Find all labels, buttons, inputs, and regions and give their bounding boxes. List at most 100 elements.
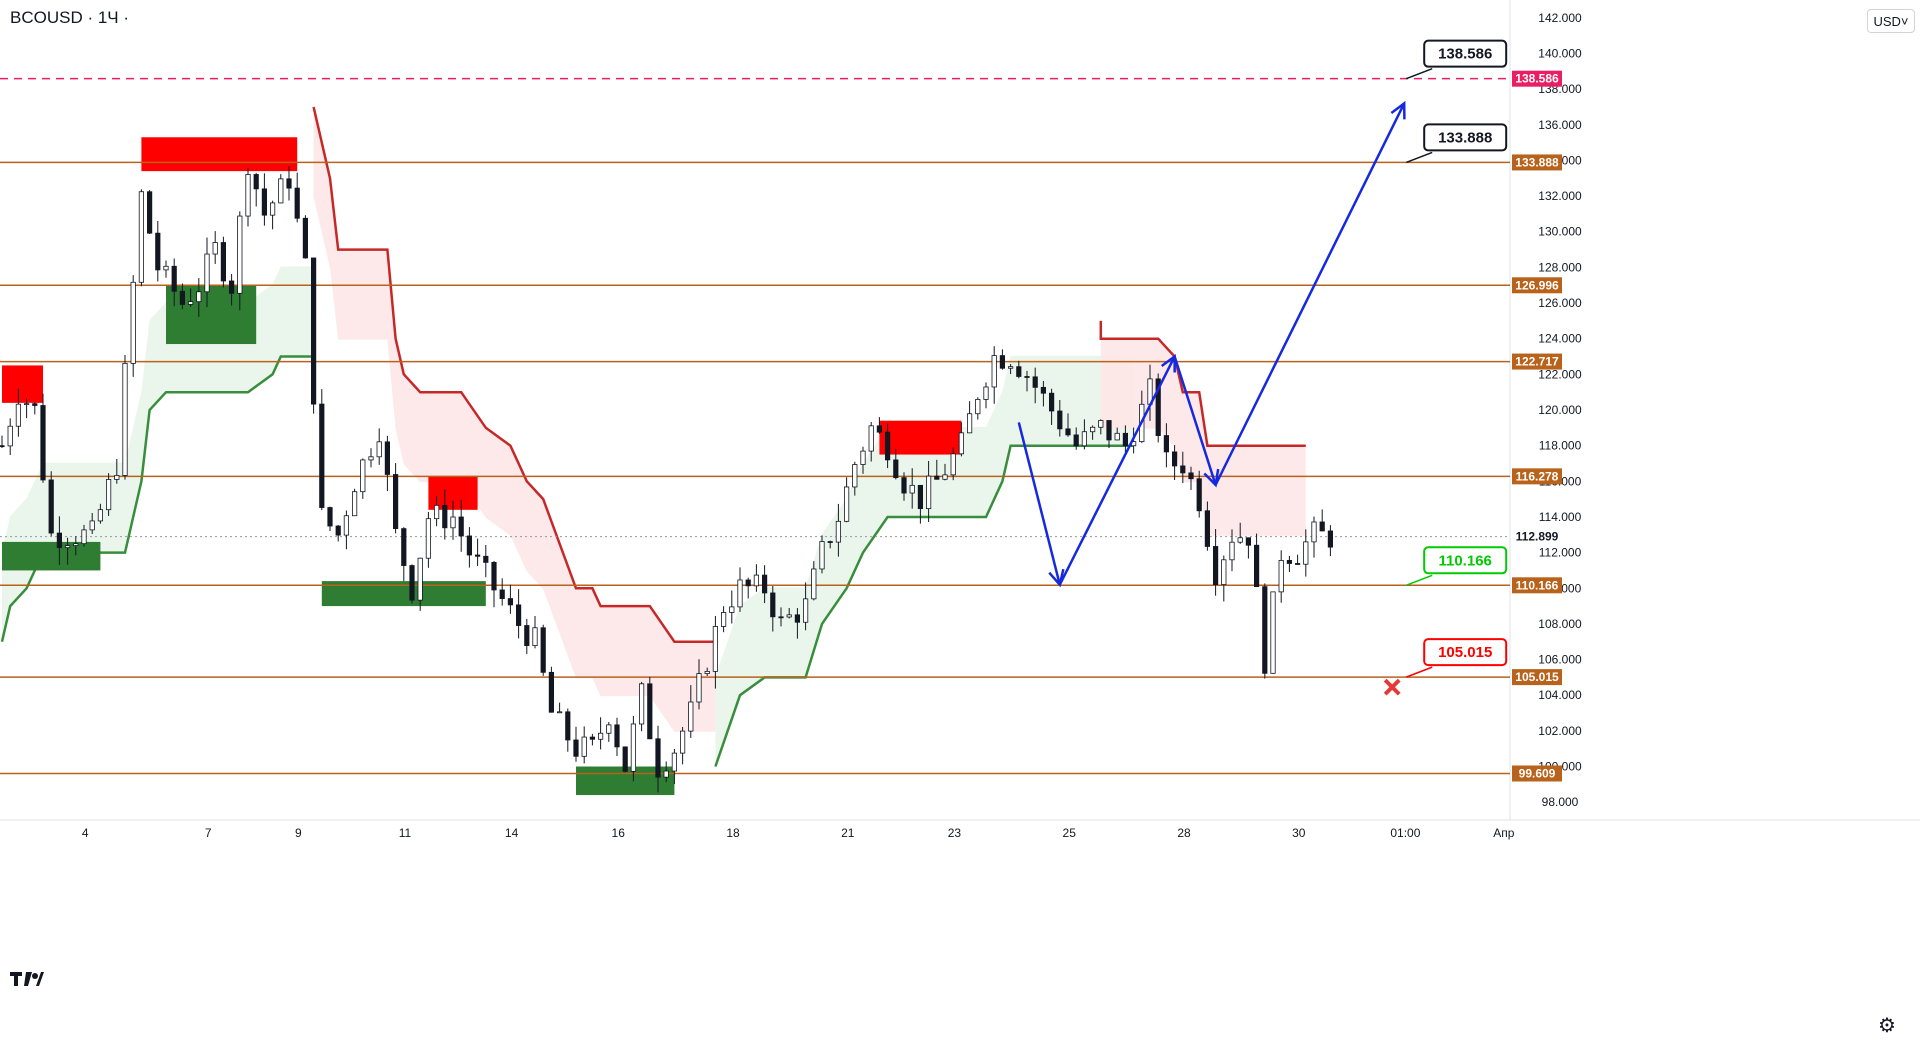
candle-body bbox=[360, 459, 366, 493]
candle-body bbox=[1229, 541, 1235, 561]
candle bbox=[409, 564, 415, 604]
x-tick-label: 9 bbox=[295, 826, 302, 840]
candle bbox=[392, 463, 399, 534]
candle-body bbox=[983, 386, 989, 400]
candle-body bbox=[1262, 586, 1268, 674]
candle bbox=[269, 200, 276, 230]
candle bbox=[1155, 373, 1161, 443]
candle bbox=[204, 237, 210, 308]
candle-body bbox=[655, 738, 661, 778]
symbol-title[interactable]: BCOUSD · 1Ч · bbox=[10, 8, 130, 27]
y-tick-label: 122.000 bbox=[1538, 367, 1582, 381]
candle-body bbox=[680, 730, 686, 754]
candle-body bbox=[876, 425, 883, 433]
candle bbox=[507, 584, 514, 614]
candle-body bbox=[1303, 541, 1309, 565]
candle bbox=[917, 484, 924, 524]
candle-body bbox=[901, 477, 907, 494]
candle-body bbox=[1049, 392, 1055, 412]
candle-body bbox=[1221, 559, 1227, 585]
candle-body bbox=[1032, 376, 1038, 388]
callout-box bbox=[1423, 638, 1508, 667]
candle-body bbox=[573, 739, 579, 757]
callout-text: 105.015 bbox=[1438, 644, 1492, 661]
candle-body bbox=[163, 265, 169, 271]
candle-body bbox=[245, 174, 251, 217]
candle bbox=[1163, 423, 1169, 468]
candle bbox=[1286, 555, 1292, 572]
tradingview-logo-icon[interactable] bbox=[8, 968, 48, 996]
candle-body bbox=[81, 529, 87, 545]
candle-body bbox=[934, 475, 940, 480]
candle-body bbox=[335, 525, 341, 536]
candle bbox=[1180, 451, 1186, 484]
candle-body bbox=[1065, 428, 1071, 436]
candle-body bbox=[1098, 420, 1104, 428]
candle bbox=[310, 257, 317, 414]
candle bbox=[967, 401, 973, 434]
y-tick-label: 104.000 bbox=[1538, 688, 1582, 702]
candle bbox=[868, 422, 874, 462]
candle-body bbox=[540, 627, 546, 673]
candle-body bbox=[196, 291, 202, 303]
candle-body bbox=[0, 445, 5, 448]
candle-body bbox=[909, 484, 915, 494]
gear-icon[interactable]: ⚙ bbox=[1878, 1015, 1896, 1037]
candle bbox=[138, 189, 144, 287]
callout-leader bbox=[1405, 151, 1433, 164]
candle-body bbox=[450, 516, 456, 529]
candle bbox=[360, 458, 366, 499]
candle-body bbox=[253, 174, 259, 190]
candle-body bbox=[819, 541, 825, 570]
candle bbox=[991, 346, 997, 404]
candle-body bbox=[474, 554, 481, 557]
candle-body bbox=[1180, 465, 1186, 474]
candle bbox=[589, 733, 596, 746]
candle bbox=[15, 388, 22, 437]
candle bbox=[286, 166, 292, 201]
candle-body bbox=[786, 614, 792, 618]
candle bbox=[1122, 425, 1128, 456]
candle bbox=[540, 624, 546, 676]
candle bbox=[630, 715, 637, 782]
candle bbox=[384, 435, 391, 492]
level-price-label: 99.609 bbox=[1512, 765, 1562, 782]
callout-text: 110.166 bbox=[1438, 552, 1491, 569]
forecast-segment bbox=[1058, 355, 1176, 586]
x-tick-label: 28 bbox=[1177, 826, 1191, 840]
candle-body bbox=[1196, 478, 1202, 512]
candle bbox=[122, 355, 128, 480]
level-label-text: 110.166 bbox=[1516, 578, 1559, 592]
candle-body bbox=[89, 520, 95, 531]
candle-body bbox=[368, 456, 374, 461]
candle bbox=[606, 721, 612, 742]
x-tick-label: 14 bbox=[505, 826, 519, 840]
candle-body bbox=[516, 604, 522, 626]
candle bbox=[778, 607, 784, 627]
candle bbox=[278, 174, 284, 204]
candle bbox=[65, 537, 71, 565]
price-callout: 138.586 bbox=[1405, 39, 1508, 80]
candle bbox=[1303, 529, 1309, 577]
candle-body bbox=[975, 399, 981, 415]
trend-fill bbox=[313, 107, 716, 732]
candle bbox=[1114, 427, 1120, 441]
candle bbox=[835, 503, 842, 557]
candle bbox=[1024, 370, 1030, 392]
candle bbox=[704, 667, 710, 676]
level-price-label: 133.888 bbox=[1512, 154, 1562, 171]
candle bbox=[548, 666, 555, 713]
candle bbox=[786, 607, 792, 619]
candle bbox=[1040, 381, 1046, 407]
currency-selector[interactable]: USD˅ bbox=[1867, 9, 1915, 33]
candle-body bbox=[278, 178, 284, 204]
y-tick-label: 98.000 bbox=[1542, 795, 1579, 809]
candle bbox=[753, 564, 760, 592]
candle bbox=[1032, 367, 1038, 404]
candle bbox=[1065, 413, 1071, 437]
candle-body bbox=[532, 627, 538, 647]
level-label-bg bbox=[1512, 577, 1562, 594]
forecast-segment bbox=[1214, 102, 1406, 486]
